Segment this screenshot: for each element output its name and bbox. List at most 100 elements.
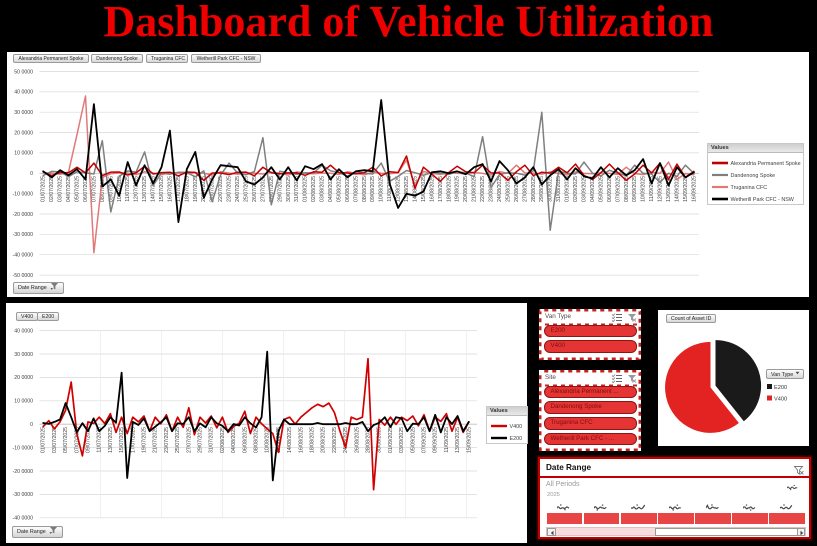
- svg-text:14/07/2025: 14/07/2025: [151, 176, 157, 202]
- svg-text:20 0000: 20 0000: [14, 130, 33, 136]
- svg-text:V400: V400: [774, 397, 787, 403]
- svg-text:06/08/2025: 06/08/2025: [242, 427, 248, 453]
- svg-text:E200: E200: [510, 436, 523, 442]
- svg-text:25/08/2025: 25/08/2025: [505, 176, 511, 202]
- svg-text:11/09/2025: 11/09/2025: [649, 176, 655, 202]
- svg-text:06/08/2025: 06/08/2025: [345, 176, 351, 202]
- svg-text:12/09/2025: 12/09/2025: [658, 176, 664, 202]
- svg-text:04/07/2025: 04/07/2025: [66, 176, 72, 202]
- svg-text:14/08/2025: 14/08/2025: [287, 427, 293, 453]
- svg-text:40 0000: 40 0000: [14, 328, 33, 334]
- svg-text:10/08/2025: 10/08/2025: [379, 176, 385, 202]
- svg-text:27/08/2025: 27/08/2025: [522, 176, 528, 202]
- svg-text:09/09/2025: 09/09/2025: [632, 176, 638, 202]
- svg-text:08/08/2025: 08/08/2025: [254, 427, 260, 453]
- svg-text:10/07/2025: 10/07/2025: [117, 176, 123, 202]
- svg-text:30/08/2025: 30/08/2025: [377, 427, 383, 453]
- svg-text:17/07/2025: 17/07/2025: [176, 176, 182, 202]
- svg-text:16/08/2025: 16/08/2025: [298, 427, 304, 453]
- svg-text:13/07/2025: 13/07/2025: [142, 176, 148, 202]
- svg-text:04/09/2025: 04/09/2025: [590, 176, 596, 202]
- svg-text:10/09/2025: 10/09/2025: [641, 176, 647, 202]
- svg-text:09/07/2025: 09/07/2025: [108, 176, 114, 202]
- svg-text:31/07/2025: 31/07/2025: [294, 176, 300, 202]
- svg-text:0: 0: [30, 171, 33, 177]
- svg-text:03/09/2025: 03/09/2025: [582, 176, 588, 202]
- svg-text:05/09/2025: 05/09/2025: [410, 427, 416, 453]
- svg-text:-10 0000: -10 0000: [13, 192, 34, 198]
- svg-text:23/07/2025: 23/07/2025: [164, 427, 170, 453]
- svg-text:03/08/2025: 03/08/2025: [320, 176, 326, 202]
- svg-text:-30 0000: -30 0000: [13, 232, 34, 238]
- svg-text:21/07/2025: 21/07/2025: [210, 176, 216, 202]
- svg-text:16/08/2025: 16/08/2025: [429, 176, 435, 202]
- svg-text:05/07/2025: 05/07/2025: [63, 427, 69, 453]
- svg-text:25/07/2025: 25/07/2025: [244, 176, 250, 202]
- svg-text:09/09/2025: 09/09/2025: [433, 427, 439, 453]
- svg-text:-30 0000: -30 0000: [13, 492, 34, 498]
- svg-text:01/07/2025: 01/07/2025: [41, 427, 47, 453]
- svg-text:10 0000: 10 0000: [14, 151, 33, 157]
- svg-text:11/07/2025: 11/07/2025: [97, 427, 103, 453]
- svg-text:02/07/2025: 02/07/2025: [49, 176, 55, 202]
- svg-text:25/07/2025: 25/07/2025: [175, 427, 181, 453]
- svg-text:01/09/2025: 01/09/2025: [565, 176, 571, 202]
- svg-text:28/08/2025: 28/08/2025: [531, 176, 537, 202]
- svg-text:27/07/2025: 27/07/2025: [186, 427, 192, 453]
- svg-text:15/07/2025: 15/07/2025: [159, 176, 165, 202]
- svg-text:04/08/2025: 04/08/2025: [231, 427, 237, 453]
- svg-text:50 0000: 50 0000: [14, 69, 33, 75]
- svg-text:E200: E200: [774, 385, 787, 391]
- svg-text:-10 0000: -10 0000: [13, 445, 34, 451]
- svg-text:01/08/2025: 01/08/2025: [303, 176, 309, 202]
- svg-text:Dandenong Spoke: Dandenong Spoke: [731, 173, 776, 179]
- svg-text:03/07/2025: 03/07/2025: [58, 176, 64, 202]
- svg-text:16/07/2025: 16/07/2025: [167, 176, 173, 202]
- svg-text:20 0000: 20 0000: [14, 375, 33, 381]
- svg-text:30/08/2025: 30/08/2025: [548, 176, 554, 202]
- svg-text:31/08/2025: 31/08/2025: [556, 176, 562, 202]
- svg-text:24/08/2025: 24/08/2025: [497, 176, 503, 202]
- svg-text:40 0000: 40 0000: [14, 90, 33, 96]
- svg-text:31/07/2025: 31/07/2025: [209, 427, 215, 453]
- svg-text:20/08/2025: 20/08/2025: [321, 427, 327, 453]
- svg-text:Truganina CFC: Truganina CFC: [731, 185, 768, 191]
- svg-text:21/08/2025: 21/08/2025: [472, 176, 478, 202]
- svg-text:15/07/2025: 15/07/2025: [119, 427, 125, 453]
- svg-text:26/08/2025: 26/08/2025: [514, 176, 520, 202]
- svg-text:07/09/2025: 07/09/2025: [615, 176, 621, 202]
- svg-text:19/08/2025: 19/08/2025: [455, 176, 461, 202]
- svg-text:08/09/2025: 08/09/2025: [624, 176, 630, 202]
- svg-text:29/07/2025: 29/07/2025: [277, 176, 283, 202]
- svg-text:18/08/2025: 18/08/2025: [310, 427, 316, 453]
- svg-text:02/08/2025: 02/08/2025: [311, 176, 317, 202]
- svg-text:20/07/2025: 20/07/2025: [201, 176, 207, 202]
- svg-text:12/07/2025: 12/07/2025: [134, 176, 140, 202]
- svg-text:15/09/2025: 15/09/2025: [683, 176, 689, 202]
- svg-text:19/07/2025: 19/07/2025: [142, 427, 148, 453]
- svg-text:28/08/2025: 28/08/2025: [366, 427, 372, 453]
- svg-text:04/08/2025: 04/08/2025: [328, 176, 334, 202]
- svg-text:19/07/2025: 19/07/2025: [193, 176, 199, 202]
- svg-text:06/07/2025: 06/07/2025: [83, 176, 89, 202]
- svg-text:30/07/2025: 30/07/2025: [286, 176, 292, 202]
- svg-text:17/08/2025: 17/08/2025: [438, 176, 444, 202]
- svg-text:21/07/2025: 21/07/2025: [153, 427, 159, 453]
- svg-text:29/07/2025: 29/07/2025: [198, 427, 204, 453]
- svg-text:23/08/2025: 23/08/2025: [489, 176, 495, 202]
- svg-text:13/07/2025: 13/07/2025: [108, 427, 114, 453]
- svg-text:18/07/2025: 18/07/2025: [184, 176, 190, 202]
- svg-text:26/07/2025: 26/07/2025: [252, 176, 258, 202]
- svg-text:20/08/2025: 20/08/2025: [463, 176, 469, 202]
- svg-text:03/09/2025: 03/09/2025: [399, 427, 405, 453]
- svg-text:-40 0000: -40 0000: [13, 516, 34, 522]
- svg-text:24/08/2025: 24/08/2025: [343, 427, 349, 453]
- svg-text:26/08/2025: 26/08/2025: [354, 427, 360, 453]
- svg-text:27/07/2025: 27/07/2025: [260, 176, 266, 202]
- svg-text:10 0000: 10 0000: [14, 399, 33, 405]
- svg-text:29/08/2025: 29/08/2025: [539, 176, 545, 202]
- svg-text:0: 0: [30, 422, 33, 428]
- svg-text:02/09/2025: 02/09/2025: [573, 176, 579, 202]
- svg-text:22/07/2025: 22/07/2025: [218, 176, 224, 202]
- svg-text:23/07/2025: 23/07/2025: [227, 176, 233, 202]
